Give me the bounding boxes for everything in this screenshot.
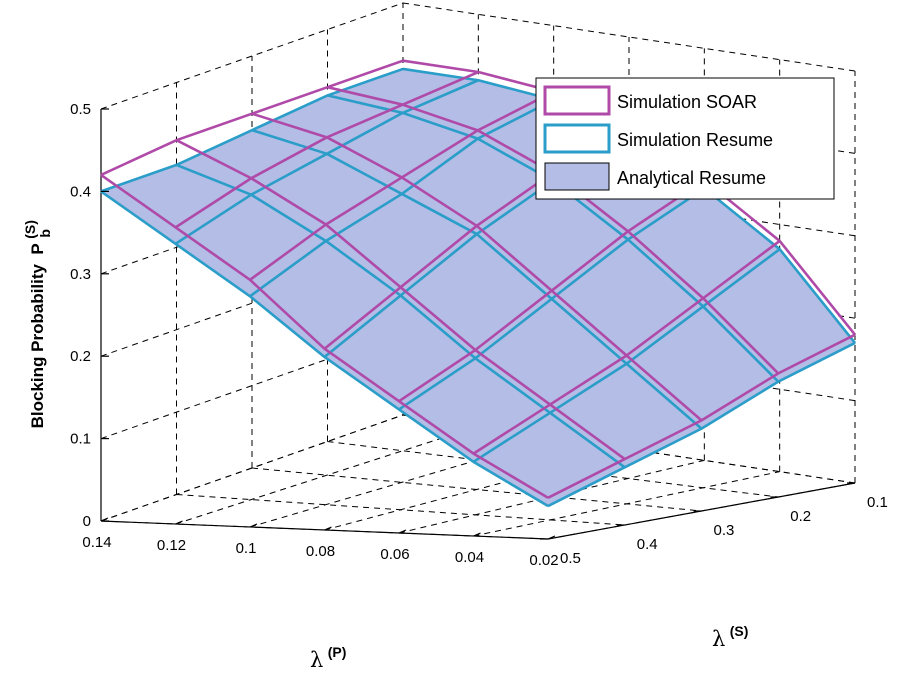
surface-plot (100, 59, 857, 508)
tick-labels: 0 0.1 0.2 0.3 0.4 0.5 0.14 0.12 0.1 0.08 0.06 0.04 0… (70, 101, 888, 569)
wireframe-line-simulation-soar (175, 139, 626, 461)
x-tick-mark (100, 517, 109, 522)
x-axis-label-symbol: λ (310, 648, 323, 672)
x-tick-label: 0.1 (236, 540, 257, 557)
x-tick-mark (398, 529, 407, 534)
y-axis-label-symbol: λ (712, 627, 725, 651)
x-tick-label: 0.14 (82, 534, 111, 551)
legend-swatch-simulation-soar (543, 85, 611, 116)
z-tick-label: 0 (83, 513, 91, 530)
z-axis-label-sup: (S) (22, 220, 38, 239)
x-tick-mark (473, 532, 481, 537)
z-axis-label-symbol: P (28, 243, 47, 254)
wireframe-line-simulation-soar (100, 173, 549, 499)
x-tick-mark (175, 520, 183, 525)
y-tick-label: 0.5 (560, 550, 581, 567)
x-tick-mark (324, 526, 332, 531)
wireframe-line-simulation-soar (251, 112, 703, 422)
legend-swatch-analytical-resume (544, 162, 610, 191)
z-axis-label-sub: b (37, 229, 53, 238)
x-tick-mark (547, 535, 556, 540)
x-tick-label: 0.04 (455, 549, 484, 566)
grid-line (251, 467, 702, 512)
legend-swatch-simulation-resume (543, 123, 611, 154)
x-tick-label: 0.06 (380, 546, 409, 563)
z-tick-label: 0.2 (70, 348, 91, 365)
legend-label-simulation-resume: Simulation Resume (617, 130, 773, 150)
legend-label-simulation-soar: Simulation SOAR (617, 92, 757, 112)
wireframe-line-simulation-resume (176, 163, 626, 469)
wireframe-simulation-resume (100, 67, 857, 508)
y-axis-label-sup: (S) (730, 623, 749, 639)
wireframe-line-simulation-resume (100, 190, 549, 508)
z-tick-label: 0.5 (70, 101, 91, 118)
grid-line (176, 494, 625, 526)
x-tick-label: 0.02 (529, 552, 558, 569)
wireframe-line-simulation-resume (251, 128, 703, 430)
z-tick-label: 0.1 (70, 431, 91, 448)
y-tick-label: 0.1 (867, 494, 888, 511)
grid-line (100, 414, 404, 522)
legend-label-analytical-resume: Analytical Resume (617, 168, 766, 188)
x-axis-label-sup: (P) (328, 644, 347, 660)
wireframe-simulation-soar (100, 59, 857, 499)
legend: Simulation SOAR Simulation Resume Analyt… (535, 77, 835, 200)
svg-text:Blocking Probability P: Blocking Probability P (S) b (22, 216, 53, 429)
grid-line (100, 2, 404, 110)
x-tick-label: 0.08 (306, 543, 335, 560)
x-axis-label: λ (P) (310, 644, 346, 672)
grid-line (327, 441, 779, 498)
y-tick-label: 0.2 (790, 508, 811, 525)
x-tick-label: 0.12 (157, 537, 186, 554)
z-tick-label: 0.4 (70, 183, 91, 200)
y-axis-label: λ (S) (712, 623, 748, 651)
x-tick-mark (249, 523, 258, 528)
y-tick-label: 0.4 (637, 536, 658, 553)
y-tick-label: 0.3 (714, 522, 735, 539)
grid-line (249, 437, 554, 528)
grid-line (175, 425, 479, 525)
z-axis-label: Blocking Probability P (S) b (22, 216, 53, 429)
z-tick-label: 0.3 (70, 266, 91, 283)
z-axis-label-text: Blocking Probability (28, 263, 47, 428)
